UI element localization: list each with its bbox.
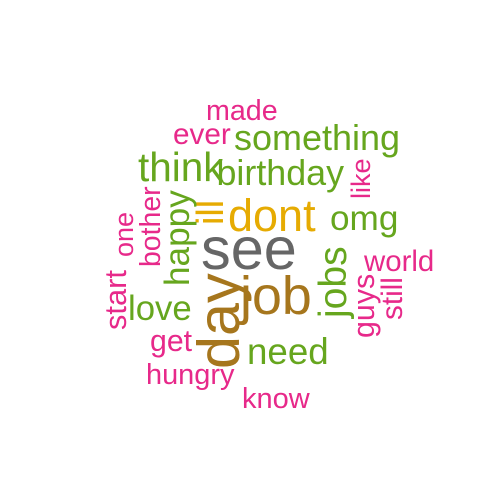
word-world: world — [364, 244, 435, 278]
word-happy: happy — [157, 190, 197, 286]
word-birthday: birthday — [216, 153, 345, 193]
word-hungry: hungry — [146, 358, 235, 391]
word-like: like — [345, 157, 376, 199]
word-guys: guys — [347, 273, 381, 338]
word-ever: ever — [173, 118, 231, 151]
word-something: something — [234, 117, 400, 158]
word-dont: dont — [228, 189, 316, 241]
word-day: day — [184, 273, 252, 369]
word-made: made — [206, 94, 278, 127]
word-one: one — [108, 211, 139, 257]
word-think: think — [138, 143, 224, 190]
word-know: know — [242, 382, 310, 415]
word-get: get — [150, 325, 193, 358]
word-love: love — [128, 289, 192, 328]
word-start: start — [97, 270, 133, 330]
word-need: need — [247, 330, 329, 372]
word-still: still — [376, 276, 409, 320]
word-job: job — [240, 266, 312, 326]
word-see: see — [201, 214, 297, 282]
word-omg: omg — [330, 198, 399, 238]
